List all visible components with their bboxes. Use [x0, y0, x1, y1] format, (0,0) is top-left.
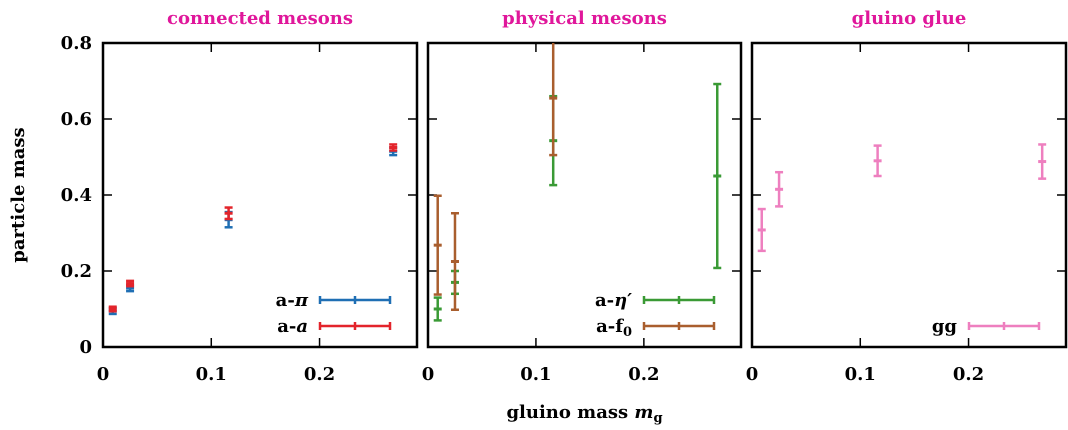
- panel-title: gluino glue: [852, 8, 967, 29]
- data-point: [1038, 143, 1047, 180]
- legend-entry: a-η′: [595, 290, 716, 311]
- data-point: [873, 144, 882, 178]
- x-axis-label-symbol: m: [634, 402, 653, 423]
- x-tick-label: 0.1: [845, 364, 876, 385]
- legend-label: a-π: [276, 290, 309, 311]
- x-axis-label-sub: g: [653, 411, 662, 426]
- legend-label-sub: 0: [623, 325, 632, 340]
- data-point: [757, 207, 766, 253]
- y-tick-label: 0.8: [61, 33, 92, 54]
- data-point: [713, 82, 722, 270]
- panel-title: connected mesons: [167, 8, 353, 29]
- legend-label-symbol: η′: [614, 290, 632, 311]
- series-1: [108, 146, 398, 316]
- x-tick-label: 0.1: [196, 364, 227, 385]
- x-axis-label-text: gluino mass: [506, 402, 634, 423]
- x-axis-label: gluino mass mg: [506, 402, 662, 426]
- data-point: [433, 194, 442, 296]
- data-point: [549, 43, 558, 157]
- panel-frame: [101, 41, 419, 349]
- legend-label-text: gg: [932, 316, 958, 337]
- data-point: [389, 143, 398, 152]
- y-tick-label: 0.4: [61, 185, 92, 206]
- legend-entry: gg: [932, 316, 1041, 337]
- series-1: [757, 143, 1047, 253]
- legend-label-text: a-f: [596, 316, 624, 337]
- x-tick-label: 0: [422, 364, 435, 385]
- data-point: [224, 206, 233, 221]
- x-tick-label: 0.2: [304, 364, 335, 385]
- data-point: [108, 305, 117, 313]
- x-tick-label: 0: [97, 364, 110, 385]
- legend-entry: a-f0: [596, 316, 716, 340]
- x-tick-label: 0: [746, 364, 759, 385]
- panel-frame: [426, 41, 743, 349]
- series-1: [433, 82, 722, 322]
- series-2: [433, 43, 558, 312]
- legend-entry: a-π: [276, 290, 392, 311]
- data-point: [775, 170, 784, 208]
- legend-label-symbol: a: [296, 316, 308, 337]
- series-2: [108, 143, 398, 313]
- data-point: [126, 279, 135, 288]
- y-tick-label: 0: [79, 337, 92, 358]
- legend-label: a-η′: [595, 290, 632, 311]
- data-point: [450, 211, 459, 312]
- x-tick-label: 0.1: [520, 364, 551, 385]
- x-tick-label: 0.2: [953, 364, 984, 385]
- legend-label-symbol: π: [294, 290, 309, 311]
- panel-frame: [750, 41, 1068, 349]
- legend-entry: a-a: [277, 316, 392, 337]
- y-tick-label: 0.6: [61, 109, 92, 130]
- y-axis-label: particle mass: [8, 127, 29, 262]
- y-tick-label: 0.2: [61, 261, 92, 282]
- x-tick-label: 0.2: [628, 364, 659, 385]
- data-point: [433, 296, 442, 322]
- legend-label-text: a-: [595, 290, 614, 311]
- legend-label-text: a-: [276, 290, 295, 311]
- legend-label: gg: [932, 316, 958, 337]
- panel-title: physical mesons: [502, 8, 667, 29]
- legend-label: a-a: [277, 316, 308, 337]
- legend-label-text: a-: [277, 316, 296, 337]
- panel-3: gluino glue 0 0.1 0.2 gg: [746, 8, 1068, 385]
- legend-label: a-f0: [596, 316, 632, 340]
